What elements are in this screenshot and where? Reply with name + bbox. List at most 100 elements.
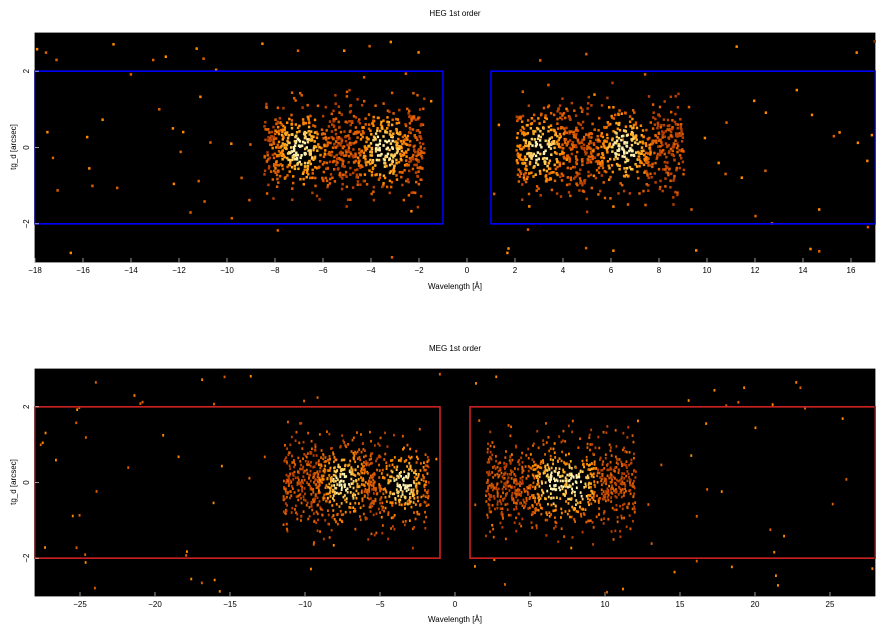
count-cell: [598, 471, 601, 475]
count-cell: [491, 453, 494, 457]
count-cell: [387, 121, 391, 124]
count-cell: [370, 154, 374, 157]
count-cell: [596, 135, 599, 138]
count-cell: [601, 153, 605, 157]
count-cell: [320, 456, 322, 459]
count-cell: [289, 443, 292, 447]
count-cell: [633, 452, 635, 456]
count-cell: [577, 121, 580, 125]
count-cell: [303, 399, 305, 403]
count-cell: [418, 148, 421, 151]
count-cell: [290, 126, 294, 130]
count-cell: [513, 473, 516, 476]
count-cell: [386, 127, 389, 130]
count-cell: [172, 182, 176, 186]
count-cell: [308, 463, 311, 466]
count-cell: [356, 98, 359, 101]
count-cell: [536, 429, 539, 433]
count-cell: [417, 472, 420, 476]
count-cell: [612, 117, 615, 120]
count-cell: [490, 482, 493, 486]
count-cell: [288, 117, 291, 121]
count-cell: [588, 146, 591, 149]
count-cell: [500, 512, 503, 516]
count-cell: [313, 497, 316, 501]
count-cell: [395, 488, 398, 491]
count-cell: [564, 476, 567, 479]
count-cell: [291, 198, 294, 201]
count-cell: [330, 150, 334, 154]
count-cell: [546, 513, 549, 516]
count-cell: [581, 108, 584, 111]
count-cell: [488, 484, 491, 487]
count-cell: [296, 517, 299, 521]
count-cell: [382, 144, 385, 147]
count-cell: [642, 163, 646, 167]
count-cell: [658, 139, 661, 142]
count-cell: [320, 464, 323, 467]
count-cell: [664, 168, 667, 171]
count-cell: [401, 478, 404, 481]
count-cell: [564, 490, 567, 493]
count-cell: [523, 501, 526, 504]
count-cell: [565, 482, 568, 485]
count-cell: [629, 483, 632, 487]
count-cell: [398, 147, 401, 150]
count-cell: [606, 491, 609, 495]
count-cell: [405, 179, 408, 183]
count-cell: [383, 509, 385, 513]
count-cell: [328, 536, 331, 539]
meg-xlabel: Wavelength [Å]: [428, 615, 482, 624]
count-cell: [214, 68, 218, 72]
count-cell: [361, 135, 364, 139]
count-cell: [590, 132, 593, 136]
count-cell: [579, 437, 581, 440]
count-cell: [310, 138, 314, 142]
count-cell: [561, 97, 564, 100]
count-cell: [342, 468, 345, 472]
count-cell: [569, 178, 573, 182]
count-cell: [630, 458, 633, 462]
count-cell: [95, 490, 98, 493]
count-cell: [367, 483, 370, 487]
count-cell: [351, 186, 355, 189]
count-cell: [307, 125, 311, 129]
count-cell: [513, 521, 516, 524]
count-cell: [284, 487, 287, 491]
count-cell: [514, 491, 516, 495]
count-cell: [601, 152, 604, 155]
count-cell: [545, 534, 548, 537]
count-cell: [544, 497, 546, 500]
count-cell: [352, 480, 355, 483]
count-cell: [316, 504, 319, 507]
count-cell: [532, 175, 535, 178]
count-cell: [336, 157, 339, 161]
count-cell: [340, 488, 343, 491]
count-cell: [588, 503, 590, 507]
count-cell: [658, 187, 661, 191]
count-cell: [369, 462, 372, 465]
count-cell: [601, 474, 604, 478]
count-cell: [613, 489, 616, 492]
count-cell: [332, 509, 335, 512]
count-cell: [371, 122, 374, 125]
count-cell: [536, 151, 540, 154]
count-cell: [558, 435, 561, 438]
count-cell: [505, 484, 507, 487]
count-cell: [677, 92, 680, 96]
count-cell: [416, 93, 419, 97]
count-cell: [286, 152, 290, 155]
count-cell: [539, 135, 542, 139]
count-cell: [587, 102, 590, 105]
count-cell: [537, 117, 540, 120]
count-cell: [598, 507, 601, 510]
count-cell: [358, 151, 361, 155]
count-cell: [388, 171, 392, 175]
count-cell: [578, 473, 580, 477]
count-cell: [313, 500, 315, 504]
count-cell: [520, 120, 524, 123]
count-cell: [283, 497, 286, 501]
count-cell: [400, 149, 403, 153]
count-cell: [589, 468, 591, 472]
count-cell: [425, 491, 428, 494]
